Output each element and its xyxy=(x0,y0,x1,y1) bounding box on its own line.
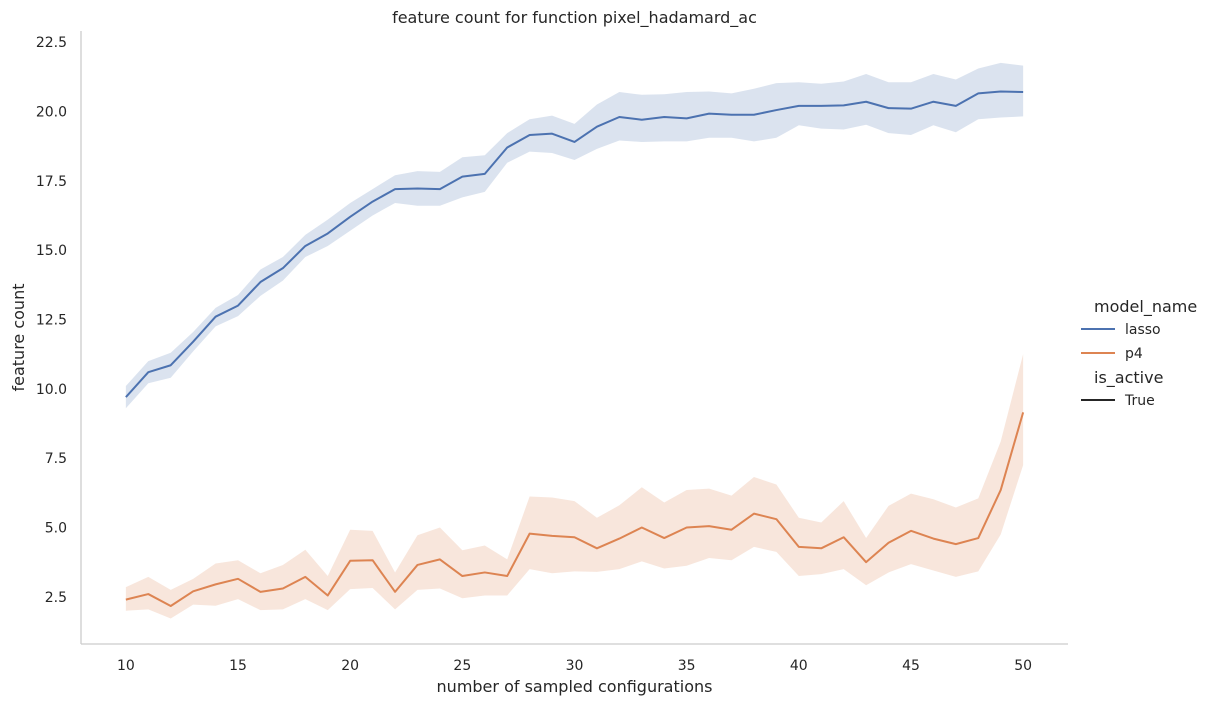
legend-hue-entries: lasso p4 xyxy=(1081,322,1161,362)
y-axis-title: feature count xyxy=(9,284,28,392)
legend-hue-title: model_name xyxy=(1094,297,1197,317)
legend: model_name lasso p4 is_active True xyxy=(1081,297,1197,409)
line-p4 xyxy=(125,412,1025,607)
legend-style-title: is_active xyxy=(1094,368,1163,388)
y-tick-label: 7.5 xyxy=(45,451,67,467)
confidence-bands xyxy=(125,62,1024,619)
legend-label-p4: p4 xyxy=(1125,346,1143,362)
y-tick-label: 2.5 xyxy=(45,590,67,606)
y-tick-label: 12.5 xyxy=(36,312,67,328)
axes xyxy=(80,31,1068,645)
x-tick-label: 45 xyxy=(902,658,920,674)
x-tick-label: 25 xyxy=(453,658,471,674)
tick-marks: 10 15 20 25 30 35 40 45 50 2.5 5.0 7.5 10.0 12.5 15.0 1… xyxy=(36,35,1032,674)
y-tick-label: 17.5 xyxy=(36,174,67,190)
y-tick-label: 10.0 xyxy=(36,382,67,398)
legend-label-lasso: lasso xyxy=(1125,322,1161,338)
x-tick-label: 40 xyxy=(790,658,808,674)
x-tick-label: 15 xyxy=(229,658,247,674)
y-tick-label: 15.0 xyxy=(36,243,67,259)
x-tick-label: 10 xyxy=(117,658,135,674)
band-p4 xyxy=(125,354,1024,619)
chart-title: feature count for function pixel_hadamar… xyxy=(392,8,757,28)
x-axis-title: number of sampled configurations xyxy=(437,677,713,696)
legend-style-entries: True xyxy=(1081,393,1155,409)
band-lasso xyxy=(125,62,1024,409)
series-lines xyxy=(125,90,1025,607)
y-tick-label: 5.0 xyxy=(45,521,67,537)
x-tick-label: 20 xyxy=(341,658,359,674)
line-lasso xyxy=(125,90,1024,398)
x-tick-label: 35 xyxy=(678,658,696,674)
x-tick-label: 50 xyxy=(1014,658,1032,674)
y-tick-label: 22.5 xyxy=(36,35,67,51)
legend-style-label: True xyxy=(1124,393,1155,409)
x-tick-label: 30 xyxy=(566,658,584,674)
y-tick-label: 20.0 xyxy=(36,104,67,120)
